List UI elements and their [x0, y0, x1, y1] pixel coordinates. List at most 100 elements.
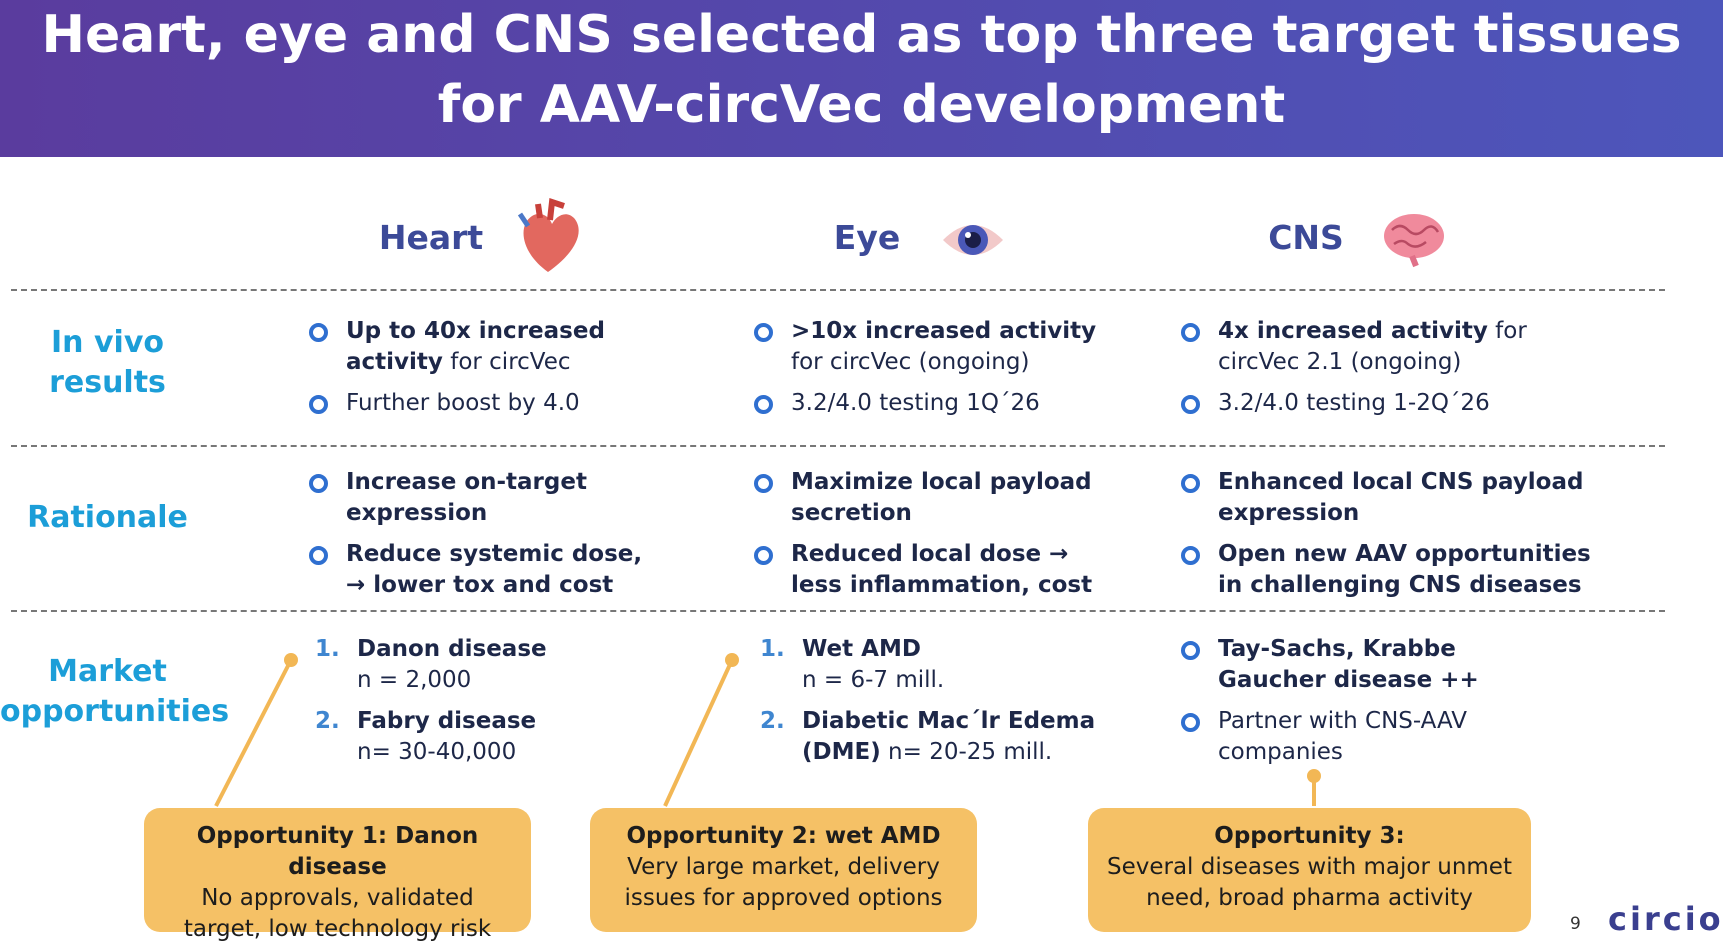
item-number: 1.	[315, 636, 340, 662]
opportunity-title: Opportunity 1: Danon disease	[196, 823, 479, 880]
list-item: 3.2/4.0 testing 1-2Q´26	[1181, 388, 1527, 419]
logo: circio	[1608, 900, 1723, 938]
text-run: Increase on-target expression	[346, 469, 587, 526]
cell: 4x increased activity for circVec 2.1 (o…	[1181, 316, 1527, 429]
list-item: Increase on-target expression	[309, 467, 642, 529]
column-header: Eye	[833, 218, 901, 257]
bullet	[1181, 395, 1200, 414]
text-run: Reduce systemic dose, → lower tox and co…	[346, 541, 643, 598]
text-run: Tay-Sachs, Krabbe Gaucher disease ++	[1218, 636, 1479, 693]
divider	[11, 289, 1665, 291]
text-run: Open new AAV opportunities in challengin…	[1218, 541, 1591, 598]
row-label: Market opportunities	[0, 654, 230, 729]
text-run: 3.2/4.0 testing 1-2Q´26	[1218, 390, 1490, 416]
list-item: Tay-Sachs, Krabbe Gaucher disease ++	[1181, 634, 1479, 696]
bullet	[1181, 323, 1200, 342]
page-number: 9	[1570, 914, 1581, 934]
connector	[663, 659, 734, 807]
text-run: 3.2/4.0 testing 1Q´26	[791, 390, 1040, 416]
row-label: In vivo results	[49, 325, 166, 400]
eye-icon	[943, 225, 1003, 255]
list-item: 1. Wet AMD n = 6-7 mill.	[760, 634, 1095, 696]
bullet	[309, 474, 328, 493]
text-run: Up to 40x increased activity	[346, 318, 605, 375]
list-item: Partner with CNS-AAV companies	[1181, 706, 1479, 768]
opportunity-title: Opportunity 3:	[1214, 823, 1405, 849]
text-run: >10x increased activity	[791, 318, 1097, 344]
text-run: Maximize local payload secretion	[791, 469, 1092, 526]
slide-title: Heart, eye and CNS selected as top three…	[41, 5, 1682, 135]
column-header: CNS	[1268, 218, 1344, 257]
list-item: Open new AAV opportunities in challengin…	[1181, 539, 1591, 601]
connector-dot	[1307, 769, 1321, 783]
bullet	[309, 323, 328, 342]
list-item: Reduced local dose → less inflammation, …	[754, 539, 1093, 601]
list-item: Further boost by 4.0	[309, 388, 605, 419]
list-item: Up to 40x increased activity for circVec	[309, 316, 605, 378]
brain-icon	[1384, 214, 1444, 268]
bullet	[1181, 713, 1200, 732]
cell: Maximize local payload secretion Reduced …	[754, 467, 1093, 611]
text-run: 4x increased activity	[1218, 318, 1488, 344]
divider	[11, 610, 1665, 612]
list-item: 3.2/4.0 testing 1Q´26	[754, 388, 1096, 419]
list-item: 4x increased activity for circVec 2.1 (o…	[1181, 316, 1527, 378]
text-run: Wet AMD	[802, 636, 921, 662]
column-header: Heart	[378, 218, 484, 257]
divider	[11, 445, 1665, 447]
item-number: 2.	[315, 708, 340, 734]
list-item: 1. Danon disease n = 2,000	[315, 634, 547, 696]
connector-dot	[725, 653, 739, 667]
item-number: 1.	[760, 636, 785, 662]
text-run: for circVec (ongoing)	[791, 349, 1030, 375]
opportunity-box: Opportunity 2: wet AMD Very large market,…	[590, 808, 977, 932]
list-item: 2. Fabry disease n= 30-40,000	[315, 706, 547, 768]
bullet	[1181, 546, 1200, 565]
list-item: Enhanced local CNS payload expression	[1181, 467, 1591, 529]
bullet	[754, 395, 773, 414]
text-run: n = 6-7 mill.	[802, 667, 945, 693]
bullet	[1181, 641, 1200, 660]
text-run: n= 30-40,000	[357, 739, 517, 765]
cell: Increase on-target expression Reduce syst…	[309, 467, 643, 611]
text-run: Partner with CNS-AAV companies	[1218, 708, 1468, 765]
text-run: n= 20-25 mill.	[880, 739, 1053, 765]
text-run: n = 2,000	[357, 667, 472, 693]
bullet	[754, 546, 773, 565]
opportunity-text: No approvals, validated target, low tech…	[183, 885, 492, 942]
cell: Tay-Sachs, Krabbe Gaucher disease ++ Part…	[1181, 634, 1479, 778]
heart-icon	[517, 197, 579, 272]
bullet	[309, 395, 328, 414]
cell: 1. Danon disease n = 2,000 2. Fabry disease…	[315, 634, 547, 778]
item-number: 2.	[760, 708, 785, 734]
bullet	[1181, 474, 1200, 493]
cell: Enhanced local CNS payload expression Ope…	[1181, 467, 1591, 611]
cell: Up to 40x increased activity for circVec…	[309, 316, 605, 429]
connector	[214, 659, 293, 807]
text-run: Reduced local dose → less inflammation, …	[791, 541, 1093, 598]
opportunity-box: Opportunity 1: Danon disease No approvals…	[144, 808, 531, 942]
text-run: Enhanced local CNS payload expression	[1218, 469, 1584, 526]
text-run: for circVec	[442, 349, 571, 375]
opportunity-box: Opportunity 3: Several diseases with majo…	[1088, 808, 1531, 932]
opportunity-title: Opportunity 2: wet AMD	[626, 823, 941, 849]
text-run: for circVec 2.1 (ongoing)	[1218, 318, 1527, 375]
connector-dot	[284, 653, 298, 667]
text-run: Further boost by 4.0	[346, 390, 580, 416]
bullet	[754, 323, 773, 342]
list-item: Reduce systemic dose, → lower tox and co…	[309, 539, 643, 601]
list-item: >10x increased activity for circVec (ong…	[754, 316, 1097, 378]
text-run: Fabry disease	[357, 708, 537, 734]
opportunity-text: Several diseases with major unmet need, …	[1107, 854, 1512, 911]
list-item: 2. Diabetic Mac´lr Edema (DME) n= 20-25 m…	[760, 706, 1096, 768]
list-item: Maximize local payload secretion	[754, 467, 1092, 529]
header-bar	[0, 0, 1723, 157]
bullet	[309, 546, 328, 565]
cell: 1. Wet AMD n = 6-7 mill. 2. Diabetic Mac´lr…	[760, 634, 1096, 778]
text-run: Diabetic Mac´lr Edema (DME)	[802, 708, 1096, 765]
opportunity-text: Very large market, delivery issues for a…	[624, 854, 943, 911]
row-label: Rationale	[27, 500, 188, 535]
text-run: Danon disease	[357, 636, 547, 662]
